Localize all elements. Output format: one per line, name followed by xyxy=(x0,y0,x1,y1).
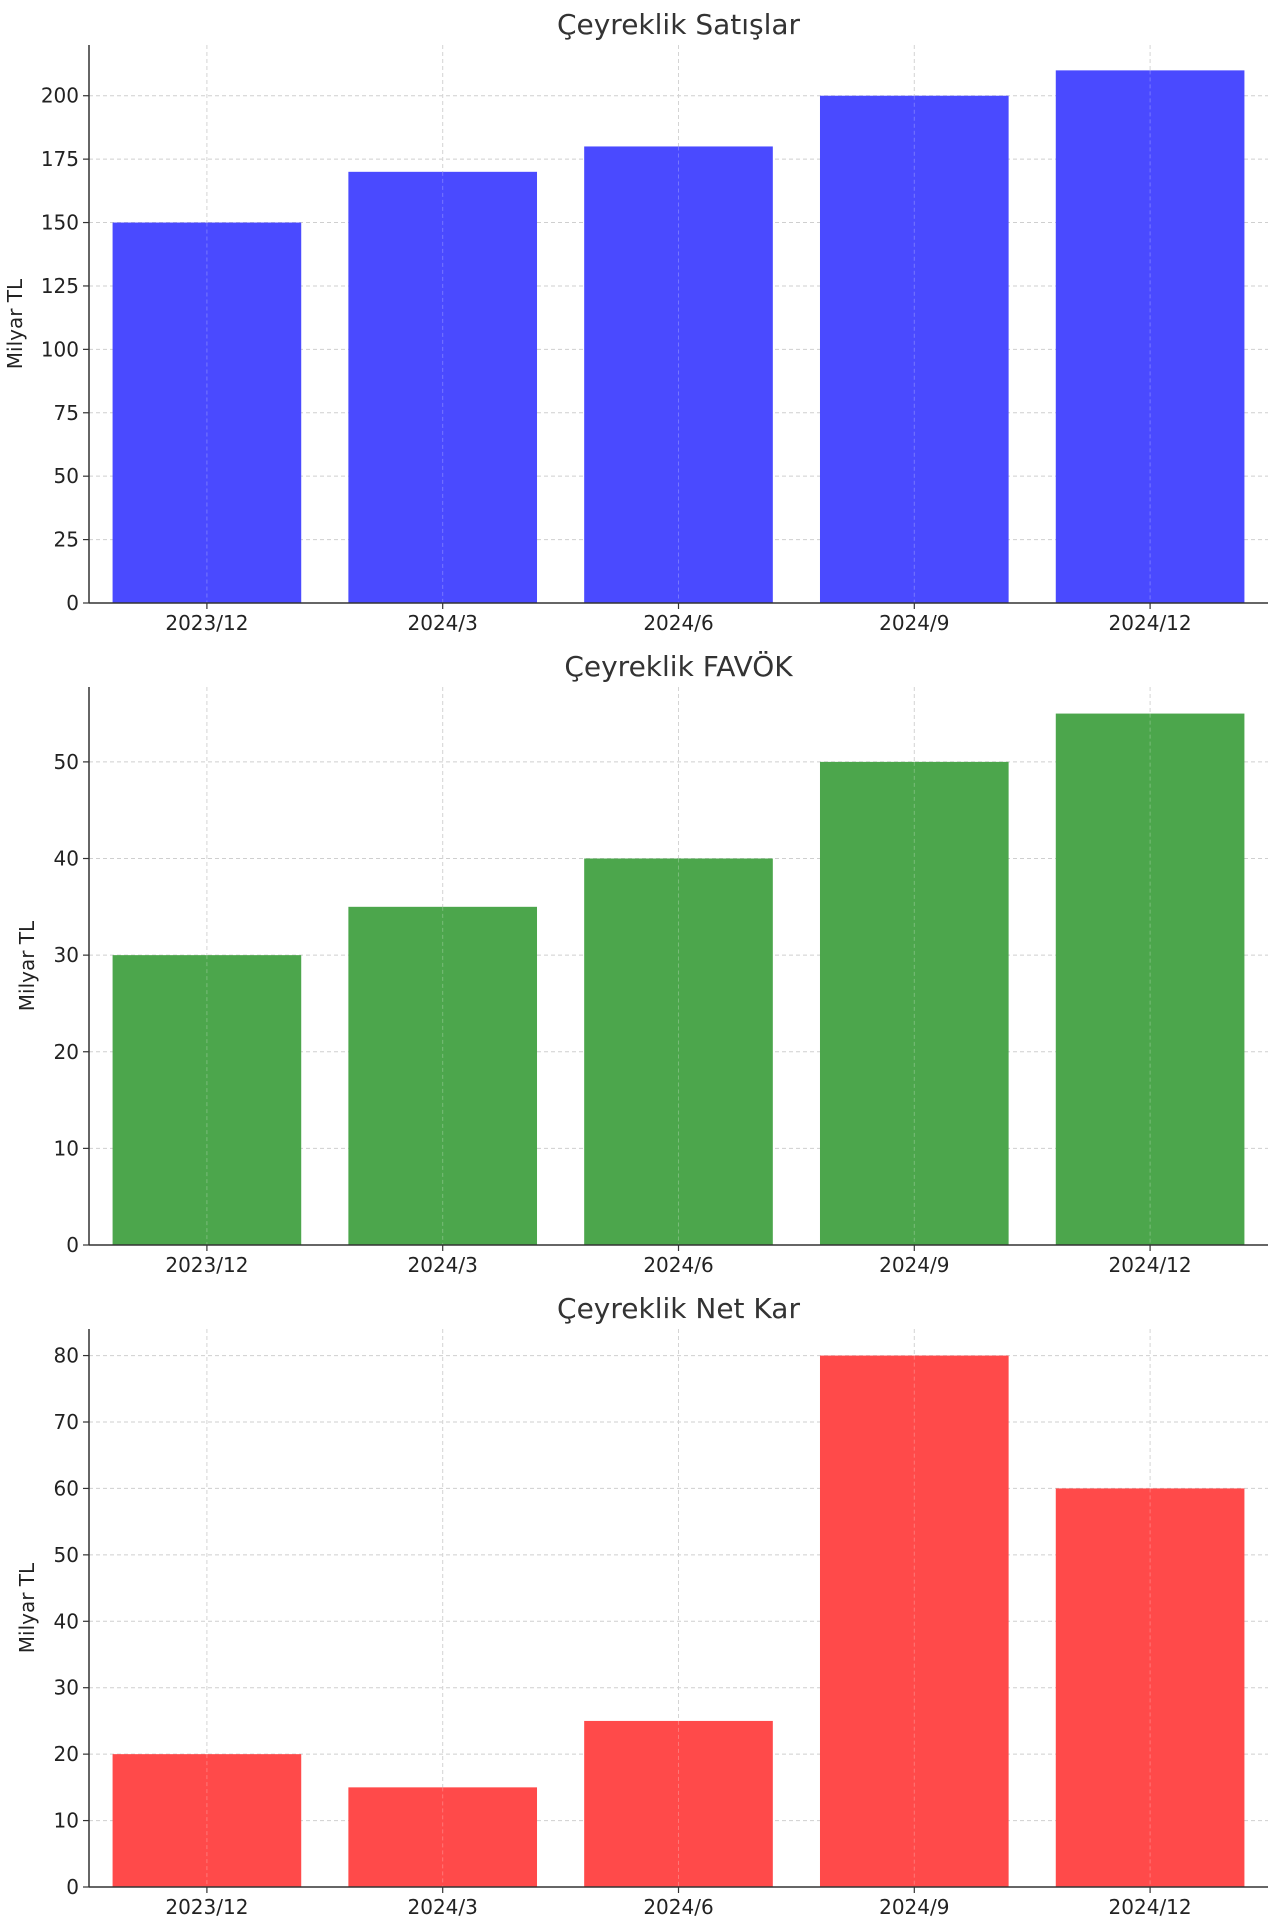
y-tick-label: 40 xyxy=(54,1609,79,1633)
chart-title: Çeyreklik FAVÖK xyxy=(564,649,793,683)
chart-title: Çeyreklik Net Kar xyxy=(557,1292,800,1325)
y-axis-label: Milyar TL xyxy=(3,278,27,369)
bar xyxy=(584,858,773,1245)
y-tick-label: 70 xyxy=(54,1410,79,1434)
bar xyxy=(112,955,302,1245)
y-tick-label: 30 xyxy=(54,1676,79,1700)
bar xyxy=(819,95,1009,604)
x-tick-label: 2024/3 xyxy=(408,1253,478,1277)
x-tick-label: 2024/12 xyxy=(1109,1895,1192,1919)
y-tick-label: 50 xyxy=(54,464,79,488)
x-tick-label: 2024/3 xyxy=(408,1895,478,1919)
x-tick-label: 2024/3 xyxy=(408,611,478,635)
x-tick-label: 2024/12 xyxy=(1109,1253,1192,1277)
chart-net-profit: Çeyreklik Net Kar Milyar TL 0 10 20 30 40 50 60 7… xyxy=(15,1292,1268,1919)
y-tick-label: 100 xyxy=(41,337,79,361)
y-axis-label: Milyar TL xyxy=(15,1562,39,1653)
y-tick-label: 20 xyxy=(54,1040,79,1064)
y-tick-label: 200 xyxy=(41,84,79,108)
bar xyxy=(112,222,302,603)
y-tick-label: 150 xyxy=(41,211,79,235)
x-tick-label: 2024/9 xyxy=(879,1895,949,1919)
bar xyxy=(1055,70,1245,603)
y-tick-label: 0 xyxy=(66,1233,79,1257)
bar xyxy=(819,761,1009,1245)
bar xyxy=(112,1754,302,1887)
y-tick-label: 10 xyxy=(54,1136,79,1160)
x-tick-label: 2024/12 xyxy=(1109,611,1192,635)
y-tick-label: 80 xyxy=(54,1344,79,1368)
y-tick-label: 0 xyxy=(66,591,79,615)
y-tick-label: 30 xyxy=(54,943,79,967)
x-tick-label: 2024/6 xyxy=(643,1895,713,1919)
x-tick-label: 2023/12 xyxy=(165,1895,248,1919)
y-tick-label: 50 xyxy=(54,750,79,774)
bar xyxy=(1055,1488,1245,1887)
x-tick-label: 2024/9 xyxy=(879,1253,949,1277)
y-tick-label: 75 xyxy=(54,401,79,425)
y-tick-label: 60 xyxy=(54,1476,79,1500)
y-tick-label: 25 xyxy=(54,528,79,552)
y-tick-label: 0 xyxy=(66,1875,79,1899)
x-tick-label: 2023/12 xyxy=(165,1253,248,1277)
y-tick-label: 175 xyxy=(41,147,79,171)
y-tick-label: 10 xyxy=(54,1809,79,1833)
y-axis-label: Milyar TL xyxy=(15,920,39,1011)
bar xyxy=(348,906,538,1245)
chart-title: Çeyreklik Satışlar xyxy=(557,8,801,41)
x-tick-label: 2024/9 xyxy=(879,611,949,635)
x-tick-label: 2023/12 xyxy=(165,611,248,635)
bar xyxy=(819,1355,1009,1887)
x-tick-label: 2024/6 xyxy=(643,1253,713,1277)
bar xyxy=(584,1720,773,1887)
y-tick-label: 125 xyxy=(41,274,79,298)
x-tick-label: 2024/6 xyxy=(643,611,713,635)
chart-sales: Çeyreklik Satışlar Milyar TL 0 25 50 75 100 125… xyxy=(3,8,1268,635)
y-tick-label: 40 xyxy=(54,847,79,871)
bar xyxy=(348,171,538,603)
y-tick-label: 50 xyxy=(54,1543,79,1567)
bar xyxy=(348,1787,538,1887)
chart-ebitda: Çeyreklik FAVÖK Milyar TL 0 10 20 30 40 50 2023/… xyxy=(15,649,1268,1277)
y-tick-label: 20 xyxy=(54,1742,79,1766)
bar xyxy=(1055,713,1245,1245)
bar xyxy=(584,146,773,604)
